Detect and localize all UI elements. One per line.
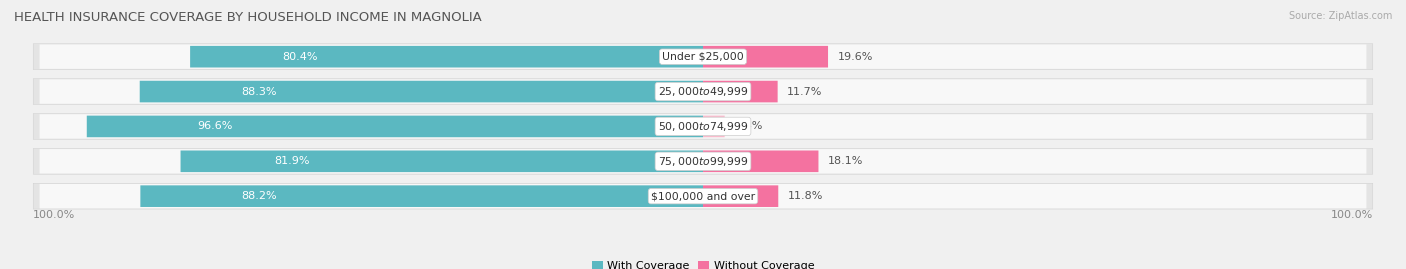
Text: 96.6%: 96.6% xyxy=(198,121,233,132)
FancyBboxPatch shape xyxy=(34,148,1372,174)
FancyBboxPatch shape xyxy=(703,116,724,137)
FancyBboxPatch shape xyxy=(180,150,703,172)
Text: 81.9%: 81.9% xyxy=(274,156,311,166)
FancyBboxPatch shape xyxy=(39,184,1367,208)
Text: Source: ZipAtlas.com: Source: ZipAtlas.com xyxy=(1288,11,1392,21)
Text: 19.6%: 19.6% xyxy=(838,52,873,62)
Text: $75,000 to $99,999: $75,000 to $99,999 xyxy=(658,155,748,168)
Text: 100.0%: 100.0% xyxy=(34,210,76,220)
FancyBboxPatch shape xyxy=(703,185,779,207)
FancyBboxPatch shape xyxy=(703,150,818,172)
Text: Under $25,000: Under $25,000 xyxy=(662,52,744,62)
FancyBboxPatch shape xyxy=(139,81,703,102)
FancyBboxPatch shape xyxy=(39,114,1367,139)
FancyBboxPatch shape xyxy=(34,44,1372,70)
Text: 11.7%: 11.7% xyxy=(787,87,823,97)
Text: 11.8%: 11.8% xyxy=(787,191,824,201)
Text: $25,000 to $49,999: $25,000 to $49,999 xyxy=(658,85,748,98)
FancyBboxPatch shape xyxy=(141,185,703,207)
Text: 88.2%: 88.2% xyxy=(242,191,277,201)
Text: $100,000 and over: $100,000 and over xyxy=(651,191,755,201)
FancyBboxPatch shape xyxy=(87,116,703,137)
Text: $50,000 to $74,999: $50,000 to $74,999 xyxy=(658,120,748,133)
FancyBboxPatch shape xyxy=(39,79,1367,104)
FancyBboxPatch shape xyxy=(39,44,1367,69)
FancyBboxPatch shape xyxy=(190,46,703,68)
Text: 3.4%: 3.4% xyxy=(734,121,762,132)
FancyBboxPatch shape xyxy=(703,81,778,102)
Text: 100.0%: 100.0% xyxy=(1330,210,1372,220)
Legend: With Coverage, Without Coverage: With Coverage, Without Coverage xyxy=(588,256,818,269)
Text: 88.3%: 88.3% xyxy=(240,87,277,97)
Text: HEALTH INSURANCE COVERAGE BY HOUSEHOLD INCOME IN MAGNOLIA: HEALTH INSURANCE COVERAGE BY HOUSEHOLD I… xyxy=(14,11,482,24)
FancyBboxPatch shape xyxy=(34,79,1372,104)
FancyBboxPatch shape xyxy=(34,183,1372,209)
FancyBboxPatch shape xyxy=(703,46,828,68)
FancyBboxPatch shape xyxy=(39,149,1367,174)
Text: 18.1%: 18.1% xyxy=(828,156,863,166)
FancyBboxPatch shape xyxy=(34,114,1372,139)
Text: 80.4%: 80.4% xyxy=(283,52,318,62)
